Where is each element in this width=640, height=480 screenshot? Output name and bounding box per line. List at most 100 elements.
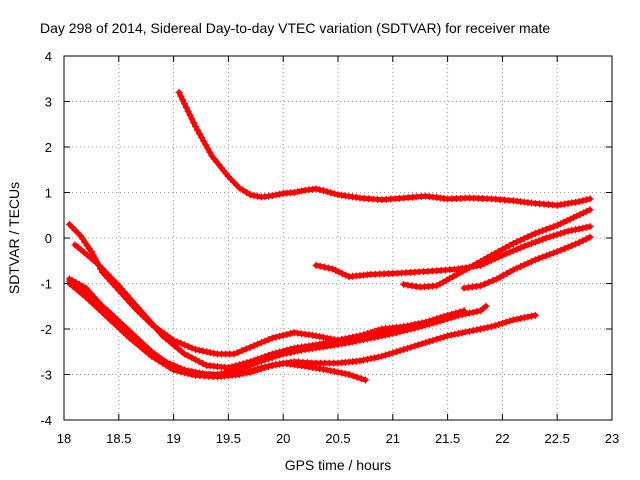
- data-point-marker: [246, 191, 254, 199]
- data-point-marker: [330, 367, 338, 375]
- data-point-marker: [466, 327, 474, 335]
- y-tick-label: -1: [40, 277, 52, 292]
- data-point-marker: [414, 341, 422, 349]
- data-point-marker: [502, 243, 510, 251]
- data-point-marker: [316, 365, 324, 373]
- data-point-marker: [506, 317, 514, 325]
- data-point-marker: [469, 262, 477, 270]
- data-point-marker: [403, 344, 411, 352]
- data-point-marker: [374, 328, 382, 336]
- data-point-marker: [436, 334, 444, 342]
- data-point-marker: [238, 347, 246, 355]
- data-point-marker: [407, 321, 415, 329]
- series-track-9: [460, 233, 594, 292]
- data-point-marker: [246, 343, 254, 351]
- data-point-marker: [239, 360, 247, 368]
- data-point-marker: [506, 248, 514, 256]
- data-point-marker: [586, 223, 594, 231]
- data-point-marker: [498, 251, 506, 259]
- data-point-marker: [338, 369, 346, 377]
- data-point-marker: [444, 311, 452, 319]
- data-point-marker: [487, 323, 495, 331]
- data-point-marker: [357, 375, 365, 383]
- data-point-marker: [571, 226, 579, 234]
- y-tick-label: 4: [45, 49, 52, 64]
- data-point-marker: [553, 231, 561, 239]
- data-point-marker: [196, 130, 204, 138]
- data-point-marker: [542, 252, 550, 260]
- data-point-marker: [360, 356, 368, 364]
- data-point-marker: [546, 233, 554, 241]
- data-point-marker: [535, 254, 543, 262]
- data-point-marker: [276, 332, 284, 340]
- data-point-marker: [535, 237, 543, 245]
- data-point-marker: [531, 311, 539, 319]
- data-point-marker: [576, 210, 584, 218]
- data-point-marker: [425, 338, 433, 346]
- series-trace: [66, 278, 489, 377]
- data-point-marker: [531, 238, 539, 246]
- data-point-marker: [268, 192, 276, 200]
- x-tick-label: 20: [276, 431, 290, 446]
- data-point-marker: [250, 366, 258, 374]
- data-point-marker: [404, 281, 412, 289]
- data-point-marker: [272, 361, 280, 369]
- data-point-marker: [520, 234, 528, 242]
- data-point-marker: [261, 363, 269, 371]
- data-point-marker: [367, 330, 375, 338]
- data-point-marker: [520, 314, 528, 322]
- data-point-marker: [356, 357, 364, 365]
- data-point-marker: [582, 223, 590, 231]
- data-point-marker: [181, 350, 189, 358]
- data-point-marker: [564, 227, 572, 235]
- x-tick-label: 18.5: [106, 431, 131, 446]
- data-point-marker: [184, 368, 192, 376]
- data-point-marker: [487, 251, 495, 259]
- data-point-marker: [412, 282, 420, 290]
- series-layer: [65, 88, 594, 384]
- data-point-marker: [579, 197, 587, 205]
- y-tick-label: 3: [45, 95, 52, 110]
- data-point-marker: [254, 355, 262, 363]
- data-point-marker: [575, 239, 583, 247]
- data-point-marker: [491, 322, 499, 330]
- data-point-marker: [360, 331, 368, 339]
- data-point-marker: [188, 344, 196, 352]
- data-point-marker: [265, 336, 273, 344]
- data-point-marker: [327, 338, 335, 346]
- data-point-marker: [392, 348, 400, 356]
- data-point-marker: [356, 332, 364, 340]
- data-point-marker: [224, 364, 232, 372]
- data-point-marker: [188, 369, 196, 377]
- data-point-marker: [451, 330, 459, 338]
- data-point-marker: [381, 351, 389, 359]
- data-point-marker: [232, 362, 240, 370]
- data-point-marker: [184, 342, 192, 350]
- data-point-marker: [440, 333, 448, 341]
- data-point-marker: [466, 264, 474, 272]
- data-point-marker: [553, 248, 561, 256]
- data-point-marker: [411, 320, 419, 328]
- data-point-marker: [332, 266, 340, 274]
- data-point-marker: [550, 249, 558, 257]
- y-tick-label: -3: [40, 368, 52, 383]
- data-point-marker: [389, 325, 397, 333]
- data-point-marker: [312, 364, 320, 372]
- x-axis-label: GPS time / hours: [285, 457, 392, 473]
- data-point-marker: [268, 334, 276, 342]
- data-point-marker: [580, 209, 588, 217]
- data-point-marker: [257, 354, 265, 362]
- data-point-marker: [170, 364, 178, 372]
- data-point-marker: [425, 317, 433, 325]
- data-point-marker: [568, 242, 576, 250]
- data-point-marker: [570, 214, 578, 222]
- data-point-marker: [557, 229, 565, 237]
- data-point-marker: [323, 366, 331, 374]
- data-point-marker: [517, 244, 525, 252]
- data-point-marker: [462, 328, 470, 336]
- data-point-marker: [290, 189, 298, 196]
- data-point-marker: [330, 337, 338, 345]
- series-track-8: [400, 206, 594, 291]
- data-point-marker: [329, 265, 337, 273]
- data-point-marker: [294, 188, 302, 196]
